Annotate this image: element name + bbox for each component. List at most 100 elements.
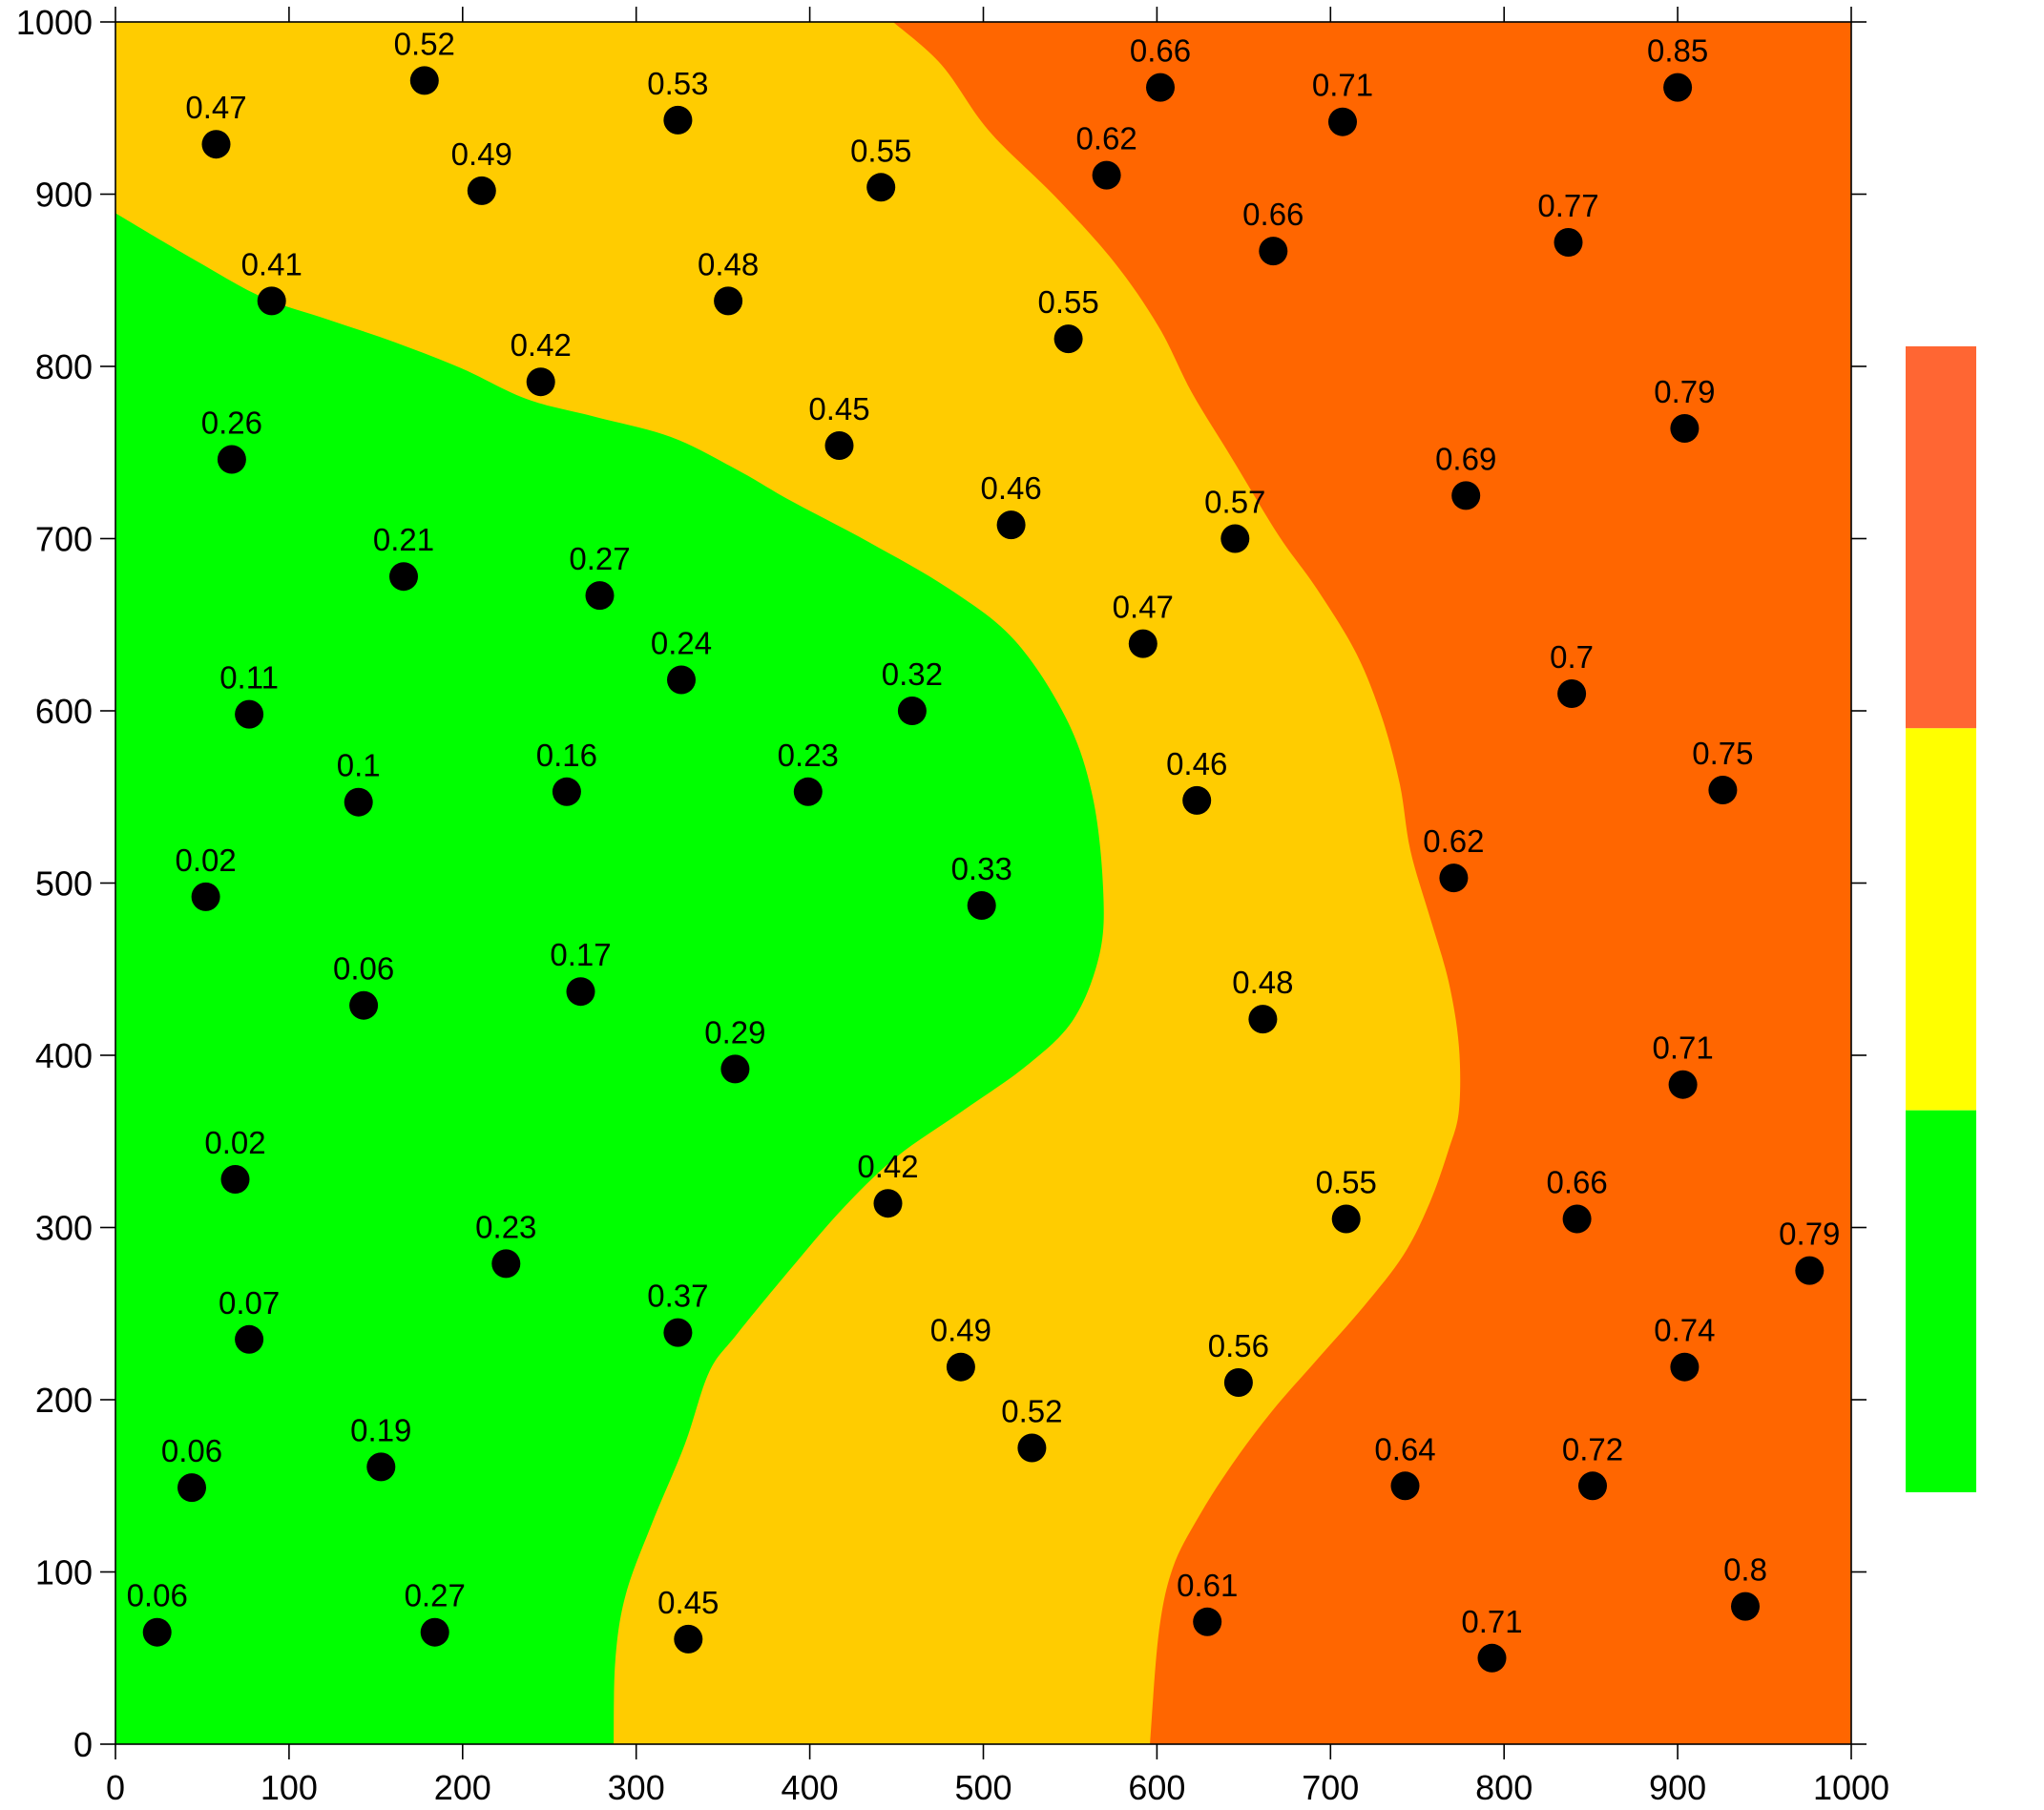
data-point: [235, 1324, 264, 1354]
contour-regions: [115, 22, 1851, 1744]
data-point: [866, 173, 896, 202]
data-point: [389, 562, 418, 592]
point-value-label: 0.71: [1312, 68, 1373, 103]
point-value-label: 0.52: [394, 26, 455, 61]
data-point: [714, 286, 743, 316]
point-value-label: 0.45: [808, 391, 869, 426]
data-point: [1331, 1204, 1361, 1234]
x-tick-label: 700: [1302, 1768, 1359, 1807]
point-value-label: 0.53: [647, 66, 708, 101]
point-value-label: 0.56: [1208, 1328, 1269, 1363]
point-value-label: 0.49: [451, 136, 512, 172]
x-tick-label: 300: [608, 1768, 665, 1807]
y-tick-label: 1000: [16, 3, 93, 42]
point-value-label: 0.47: [185, 90, 246, 125]
legend-color-swatch: [1906, 728, 1976, 1111]
data-point: [191, 882, 220, 911]
point-value-label: 0.52: [1001, 1394, 1062, 1429]
point-value-label: 0.46: [980, 470, 1041, 506]
data-point: [1017, 1433, 1047, 1463]
data-point: [201, 130, 231, 159]
point-value-label: 0.57: [1204, 485, 1265, 520]
data-point: [1477, 1643, 1507, 1673]
data-point: [366, 1452, 396, 1482]
point-value-label: 0.21: [373, 522, 434, 557]
point-value-label: 0.72: [1562, 1431, 1623, 1467]
data-point: [663, 105, 693, 135]
color-legend: [1906, 346, 1976, 1492]
point-value-label: 0.33: [951, 851, 1012, 886]
data-point: [1259, 237, 1288, 266]
point-value-label: 0.42: [511, 327, 572, 363]
y-tick-label: 300: [35, 1209, 93, 1248]
point-value-label: 0.55: [1037, 284, 1098, 320]
data-point: [946, 1352, 975, 1382]
data-point: [217, 445, 246, 474]
point-value-label: 0.23: [778, 738, 839, 773]
data-point: [1182, 785, 1212, 815]
contour-region: [115, 213, 1104, 1744]
y-tick-label: 800: [35, 347, 93, 386]
data-point: [1146, 73, 1175, 102]
y-tick-label: 500: [35, 864, 93, 904]
point-value-label: 0.48: [698, 246, 759, 281]
point-value-label: 0.55: [850, 133, 911, 168]
point-value-label: 0.23: [475, 1209, 536, 1244]
data-point: [235, 699, 264, 729]
point-value-label: 0.07: [219, 1285, 280, 1321]
data-point: [257, 286, 286, 316]
point-value-label: 0.46: [1166, 746, 1227, 781]
data-point: [467, 176, 496, 205]
data-point: [720, 1054, 750, 1084]
data-point: [220, 1165, 250, 1194]
data-points: [142, 66, 1825, 1673]
x-tick-label: 400: [782, 1768, 839, 1807]
data-point: [1092, 160, 1121, 190]
data-point: [667, 665, 696, 695]
point-value-label: 0.61: [1177, 1568, 1238, 1603]
data-point: [1223, 1368, 1253, 1397]
data-point-labels: 0.47 0.52 0.49 0.53 0.55 0.41 0.48 0.42 0.26 0.45…: [127, 26, 1841, 1638]
data-point: [1328, 107, 1357, 136]
data-point: [1128, 629, 1158, 658]
data-point: [566, 977, 595, 1007]
point-value-label: 0.62: [1075, 121, 1137, 156]
point-value-label: 0.77: [1537, 188, 1598, 223]
point-value-label: 0.02: [204, 1125, 265, 1160]
y-tick-label: 700: [35, 520, 93, 559]
point-value-label: 0.49: [930, 1313, 991, 1348]
point-value-label: 0.37: [647, 1279, 708, 1314]
point-value-label: 0.62: [1423, 823, 1484, 859]
x-tick-label: 100: [261, 1768, 318, 1807]
legend-color-swatch: [1906, 346, 1976, 729]
data-point: [1562, 1204, 1592, 1234]
x-tick-label: 200: [434, 1768, 491, 1807]
data-point: [142, 1617, 172, 1647]
data-point: [349, 990, 379, 1020]
data-point: [526, 367, 555, 397]
point-value-label: 0.02: [175, 843, 236, 878]
data-point: [1390, 1471, 1420, 1501]
point-value-label: 0.1: [337, 748, 381, 783]
y-tick-label: 0: [73, 1725, 93, 1764]
data-point: [1439, 863, 1469, 893]
point-value-label: 0.75: [1692, 736, 1753, 771]
point-value-label: 0.79: [1654, 374, 1715, 409]
data-point: [1451, 481, 1481, 510]
x-tick-label: 1000: [1813, 1768, 1889, 1807]
data-point: [1193, 1607, 1222, 1636]
point-value-label: 0.41: [241, 246, 302, 281]
data-point: [1557, 679, 1587, 708]
data-point: [585, 581, 615, 611]
data-point: [674, 1624, 703, 1654]
x-tick-label: 600: [1128, 1768, 1185, 1807]
data-point: [409, 66, 439, 95]
data-point: [1795, 1256, 1825, 1285]
data-point: [1053, 324, 1083, 354]
x-axis: 0 100 200 300 400 500 600 700 800 900 1000: [106, 7, 1889, 1807]
data-point: [897, 697, 927, 725]
y-axis: 0 100 200 300 400 500 600 700 800 900 1000: [16, 3, 1867, 1764]
point-value-label: 0.19: [350, 1412, 411, 1447]
y-tick-label: 100: [35, 1553, 93, 1592]
data-point: [873, 1189, 903, 1218]
